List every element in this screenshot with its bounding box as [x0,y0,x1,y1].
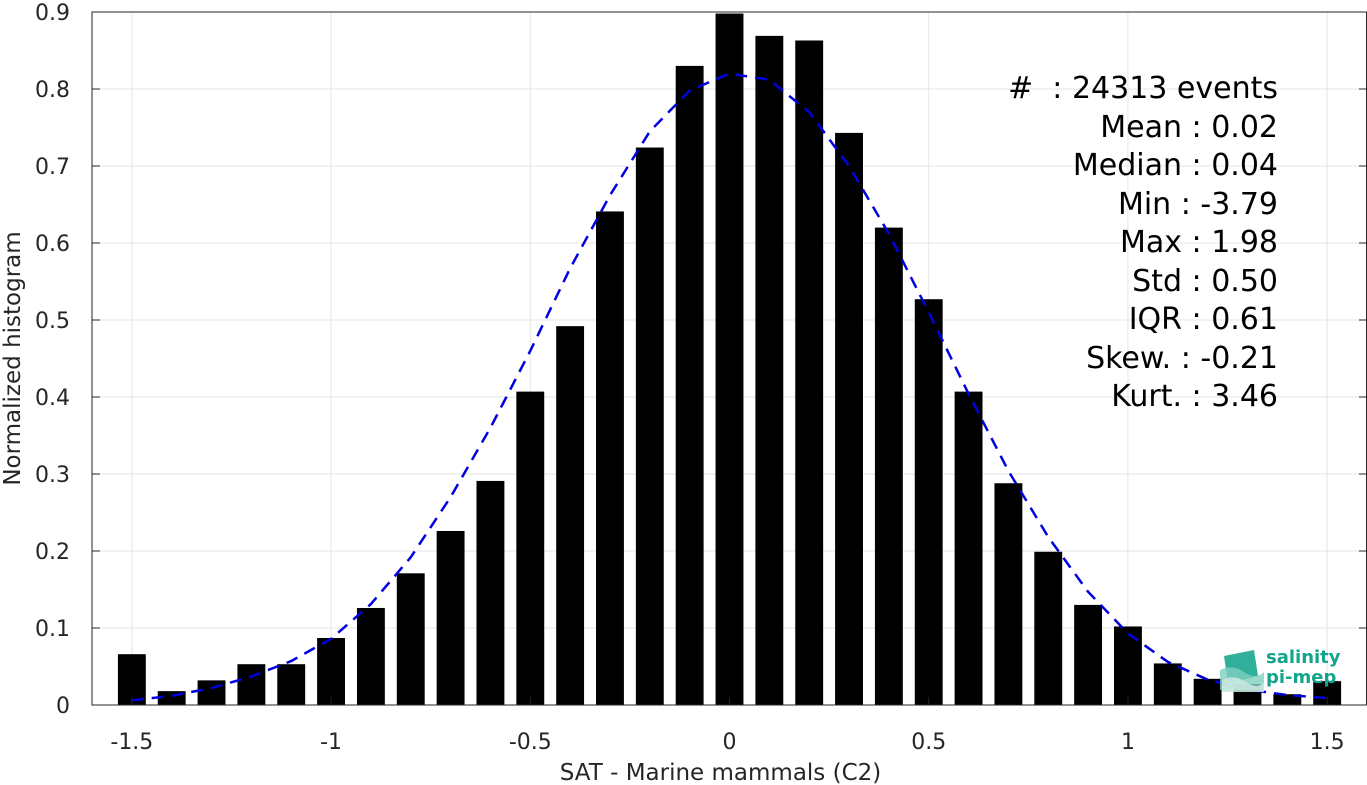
histogram-bar [675,65,704,705]
x-tick-label: 0 [723,730,737,755]
histogram-bar [715,13,744,706]
x-axis-ticks: -1.5 -1 -0.5 0 0.5 1 1.5 [110,697,1345,755]
y-tick-label: 0.7 [35,155,70,180]
histogram-bar [954,391,983,705]
stat-mean: Mean : 0.02 [1100,109,1278,145]
histogram-bar [317,638,346,705]
histogram-bar [1153,663,1182,705]
histogram-bar [874,227,903,705]
logo-line-1: salinity [1266,647,1341,668]
stat-min: Min : -3.79 [1117,186,1278,222]
y-tick-label: 0.9 [35,1,70,26]
histogram-bar [596,211,624,705]
stat-events: # : 24313 events [1008,71,1278,106]
stat-skew: Skew. : -0.21 [1086,340,1278,376]
logo-line-2: pi-mep [1266,667,1337,688]
logo-wave-icon [1220,650,1264,692]
y-tick-label: 0.2 [35,540,70,565]
statistics-box: # : 24313 events Mean : 0.02 Median : 0.… [960,70,1278,417]
x-tick-label: -1 [320,730,342,755]
histogram-bar [476,480,505,705]
y-tick-label: 0.4 [35,386,70,411]
x-tick-label: 1.5 [1310,730,1345,755]
histogram-bar [356,607,385,705]
x-axis-label: SAT - Marine mammals (C2) [560,760,882,785]
histogram-bar [1034,551,1063,705]
histogram-bar [1313,681,1342,705]
histogram-bar [835,132,863,705]
histogram-bar [914,299,943,705]
histogram-bar [396,573,425,705]
histogram-bar [795,40,824,706]
y-tick-label: 0.5 [35,309,70,334]
stat-iqr: IQR : 0.61 [1128,302,1278,337]
histogram-bar [237,664,266,705]
bars-group [117,13,1342,706]
histogram-bar [1074,604,1103,705]
histogram-bar [1273,694,1302,705]
gaussian-fit-line [131,72,1328,702]
histogram-bar [1113,626,1142,705]
stat-median: Median : 0.04 [1072,148,1278,183]
histogram-bar [994,483,1023,705]
y-tick-label: 0.6 [35,232,70,257]
stat-std: Std : 0.50 [1132,263,1278,299]
histogram-bar [277,664,306,705]
stat-kurt: Kurt. : 3.46 [1111,379,1278,414]
x-tick-label: 0.5 [911,730,946,755]
x-tick-label: 1 [1121,730,1135,755]
histogram-bar [117,654,146,705]
y-tick-label: 0.3 [35,463,70,488]
x-tick-label: -0.5 [509,730,552,755]
y-tick-label: 0.8 [35,78,70,103]
y-tick-label: 0.1 [35,617,70,642]
y-axis-ticks: 0 0.1 0.2 0.3 0.4 0.5 0.6 0.7 0.8 0.9 [35,1,1367,719]
histogram-bar [516,391,545,705]
salinity-pi-mep-logo: salinity pi-mep [1218,646,1348,694]
x-tick-label: -1.5 [110,730,153,755]
stat-max: Max : 1.98 [1120,225,1278,260]
logo-text: salinity pi-mep [1266,648,1341,688]
histogram-bar [436,530,465,705]
histogram-bar [635,147,664,705]
y-tick-label: 0 [56,694,70,719]
y-axis-label: Normalized histogram [0,231,26,485]
histogram-bar [755,35,784,706]
histogram-bar [556,326,585,705]
